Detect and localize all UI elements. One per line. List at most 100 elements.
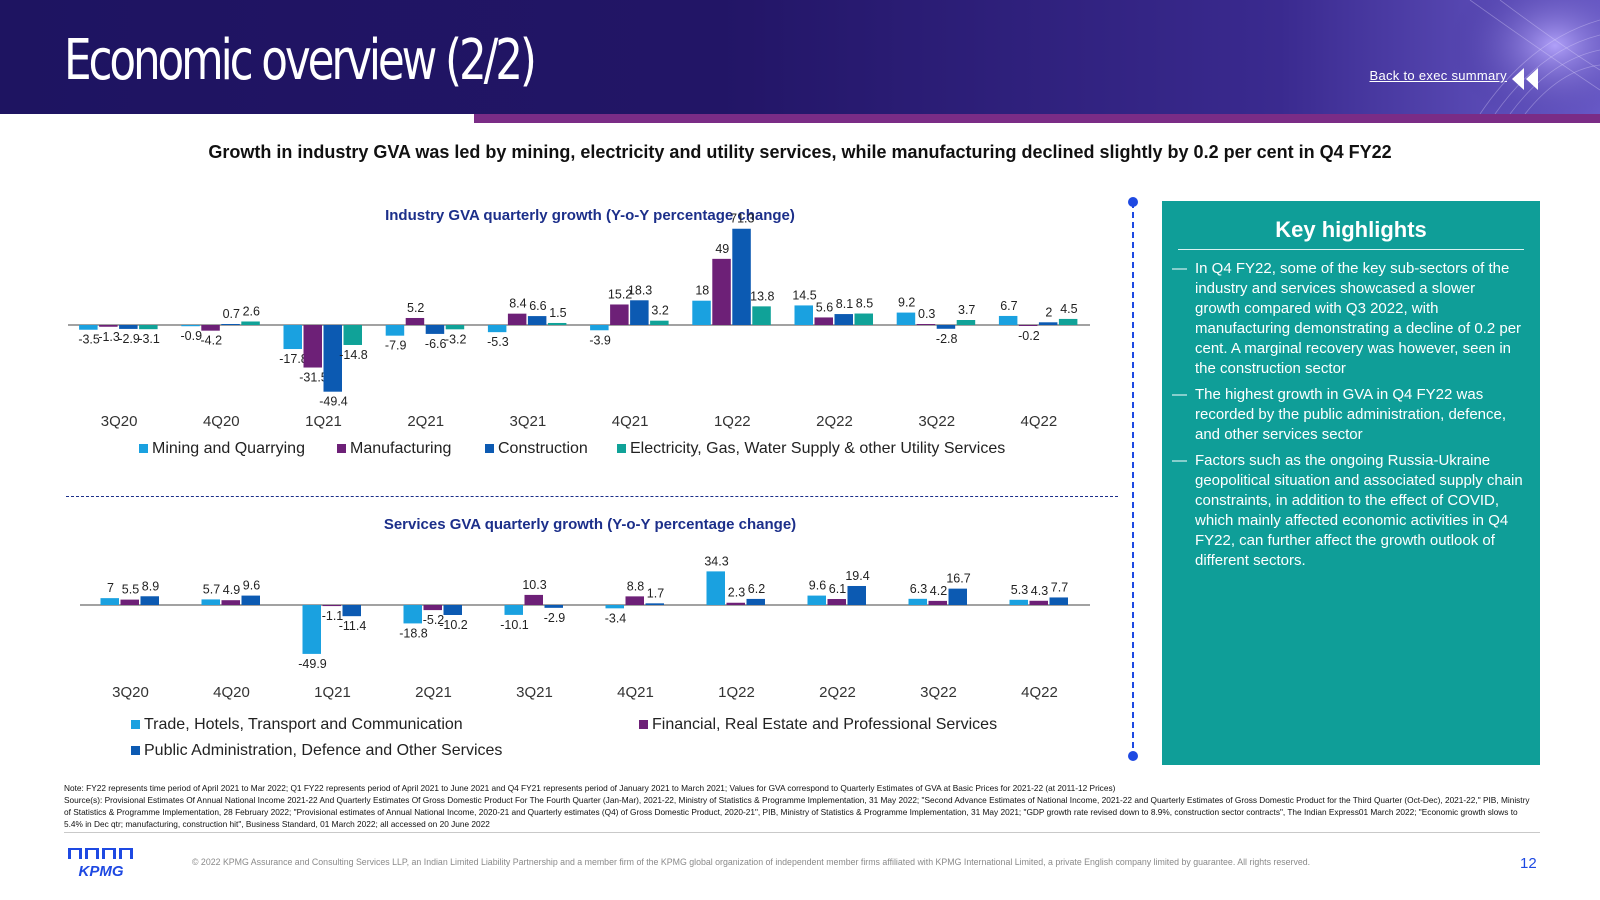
data-label: 1.5 [549, 306, 566, 320]
highlight-text: The highest growth in GVA in Q4 FY22 was… [1195, 386, 1507, 443]
bar-public-administration-defence-and-other-services [544, 605, 563, 608]
chart-title: Services GVA quarterly growth (Y-o-Y per… [384, 516, 796, 533]
legend-swatch [485, 444, 494, 453]
data-label: -3.9 [589, 333, 611, 347]
bar-mining-and-quarrying [896, 312, 916, 325]
industry-gva-chart: Industry GVA quarterly growth (Y-o-Y per… [68, 207, 1090, 457]
bar-mining-and-quarrying [794, 305, 813, 325]
data-label: 15.2 [608, 287, 632, 301]
note-text: Note: FY22 represents time period of Apr… [64, 783, 1116, 793]
bar-financial-real-estate-and-professional-services [827, 599, 846, 605]
bar-electricity-gas-water-supply-other-utility-services [241, 321, 260, 325]
bar-construction [732, 228, 751, 325]
legend-label: Financial, Real Estate and Professional … [652, 716, 997, 733]
highlight-item: — The highest growth in GVA in Q4 FY22 wa… [1172, 385, 1524, 445]
bar-financial-real-estate-and-professional-services [120, 599, 139, 605]
highlight-item: — Factors such as the ongoing Russia-Ukra… [1172, 451, 1524, 571]
data-label: 34.3 [704, 554, 728, 568]
x-tick-label: 2Q21 [407, 413, 444, 430]
x-tick-label: 3Q22 [920, 684, 957, 701]
dash-bullet: — [1172, 452, 1187, 469]
bar-electricity-gas-water-supply-other-utility-services [752, 306, 771, 325]
data-label: 8.5 [856, 297, 873, 311]
logo-text: KPMG [79, 863, 124, 878]
data-label: -1.3 [98, 330, 120, 344]
data-label: -3.4 [605, 611, 627, 625]
bar-electricity-gas-water-supply-other-utility-services [956, 320, 976, 325]
legend-label: Construction [498, 440, 588, 457]
bar-trade-hotels-transport-and-communication [605, 605, 624, 609]
legend-label: Trade, Hotels, Transport and Communicati… [144, 716, 463, 733]
footer-rule [64, 832, 1540, 833]
back-to-exec-summary-link[interactable]: Back to exec summary [1369, 68, 1507, 83]
data-label: 2.6 [243, 304, 260, 318]
data-label: 5.3 [1011, 583, 1028, 597]
data-label: 5.5 [122, 583, 139, 597]
bar-financial-real-estate-and-professional-services [322, 605, 341, 607]
bar-manufacturing [99, 325, 118, 327]
data-label: 5.6 [816, 300, 833, 314]
x-tick-label: 4Q20 [213, 684, 250, 701]
data-label: 6.1 [829, 582, 846, 596]
data-label: 7 [107, 581, 114, 595]
bar-financial-real-estate-and-professional-services [1029, 600, 1048, 605]
data-label: 8.4 [509, 297, 526, 311]
x-tick-label: 2Q22 [816, 413, 853, 430]
data-label: -5.3 [487, 335, 509, 349]
x-tick-label: 3Q20 [101, 413, 138, 430]
footnotes: Note: FY22 represents time period of Apr… [64, 782, 1534, 830]
data-label: -2.8 [936, 332, 958, 346]
bar-financial-real-estate-and-professional-services [423, 605, 442, 611]
x-tick-label: 1Q22 [718, 684, 755, 701]
data-label: 19.4 [845, 569, 869, 583]
legend-swatch [131, 746, 140, 755]
bar-trade-hotels-transport-and-communication [201, 599, 220, 605]
x-tick-label: 2Q21 [415, 684, 452, 701]
x-tick-label: 3Q21 [510, 413, 547, 430]
bar-trade-hotels-transport-and-communication [100, 598, 119, 605]
bar-trade-hotels-transport-and-communication [706, 571, 725, 605]
legend-swatch [131, 720, 140, 729]
bar-electricity-gas-water-supply-other-utility-services [445, 325, 465, 330]
bar-manufacturing [1018, 325, 1038, 326]
bar-trade-hotels-transport-and-communication [302, 605, 321, 654]
x-tick-label: 4Q21 [612, 413, 649, 430]
accent-bar [474, 114, 1600, 123]
data-label: 49 [715, 242, 729, 256]
bar-manufacturing [814, 317, 833, 325]
x-tick-label: 3Q20 [112, 684, 149, 701]
bar-public-administration-defence-and-other-services [1049, 597, 1068, 605]
bar-mining-and-quarrying [283, 325, 302, 350]
key-highlights-title: Key highlights [1275, 217, 1427, 242]
page-number: 12 [1520, 855, 1537, 872]
highlight-text: Factors such as the ongoing Russia-Ukrai… [1195, 452, 1523, 569]
data-label: -18.8 [399, 626, 428, 640]
data-label: 3.2 [651, 304, 668, 318]
bar-construction [119, 325, 138, 329]
data-label: 6.7 [1000, 299, 1017, 313]
data-label: 18.3 [628, 283, 652, 297]
bar-construction [1038, 322, 1058, 325]
data-label: 71.3 [730, 212, 754, 226]
bar-manufacturing [916, 324, 936, 325]
data-label: 4.3 [1031, 584, 1048, 598]
data-label: 5.2 [407, 301, 424, 315]
data-label: -49.9 [298, 657, 327, 671]
bar-electricity-gas-water-supply-other-utility-services [854, 313, 873, 325]
bar-mining-and-quarrying [385, 325, 405, 336]
panel-rule [1178, 249, 1524, 250]
data-label: -3.1 [138, 332, 160, 346]
rewind-icon[interactable] [1510, 66, 1540, 92]
bar-mining-and-quarrying [487, 325, 507, 333]
bar-construction [527, 316, 547, 325]
data-label: -4.2 [201, 334, 223, 348]
bar-public-administration-defence-and-other-services [948, 588, 967, 605]
x-tick-label: 4Q22 [1021, 413, 1058, 430]
bar-manufacturing [712, 258, 731, 325]
bar-construction [936, 325, 956, 329]
header-banner: Economic overview (2/2) Back to exec sum… [0, 0, 1600, 114]
section-divider [66, 496, 1118, 497]
data-label: -49.4 [319, 395, 348, 409]
dash-bullet: — [1172, 386, 1187, 403]
timeline-connector [1128, 197, 1138, 761]
